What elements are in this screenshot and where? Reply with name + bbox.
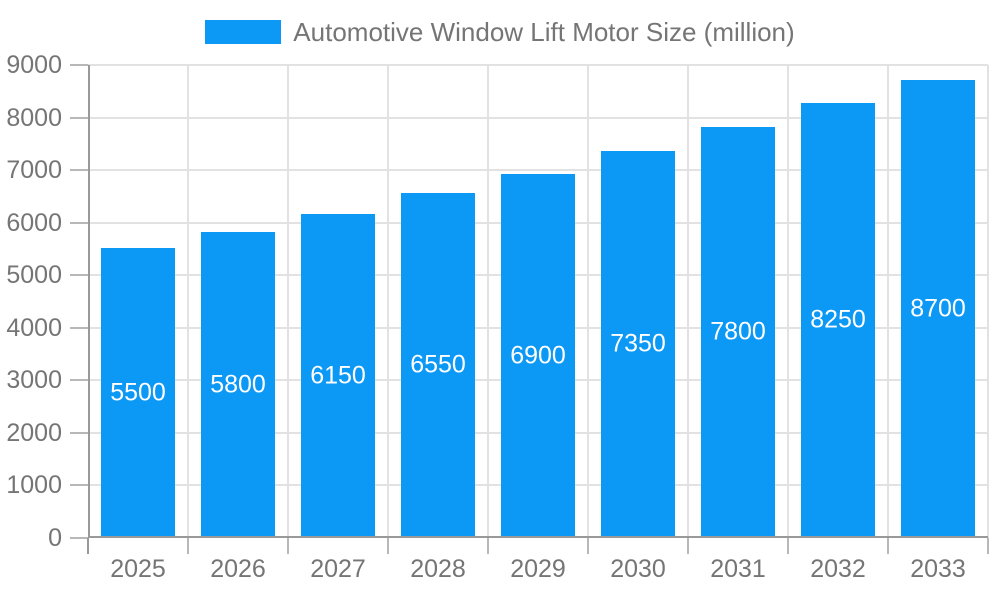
x-grid-line xyxy=(287,65,289,538)
x-tick xyxy=(387,538,389,554)
x-tick-label: 2026 xyxy=(210,555,266,583)
bar: 5500 xyxy=(101,248,175,537)
x-tick xyxy=(187,538,189,554)
bar: 7800 xyxy=(701,127,775,537)
bar-value-label: 8700 xyxy=(910,294,966,322)
y-tick-label: 4000 xyxy=(6,314,62,342)
x-tick-label: 2025 xyxy=(110,555,166,583)
y-tick-label: 0 xyxy=(48,524,62,552)
y-tick-label: 3000 xyxy=(6,366,62,394)
y-tick xyxy=(70,379,88,381)
bar: 6550 xyxy=(401,193,475,537)
x-grid-line xyxy=(887,65,889,538)
bar-value-label: 8250 xyxy=(810,305,866,334)
x-tick xyxy=(987,538,989,554)
x-tick-label: 2033 xyxy=(910,555,966,583)
bar-value-label: 5800 xyxy=(210,370,266,398)
y-tick-label: 5000 xyxy=(6,261,62,289)
y-tick xyxy=(70,64,88,66)
y-tick-label: 8000 xyxy=(6,104,62,132)
x-grid-line xyxy=(687,65,689,538)
y-tick xyxy=(70,117,88,119)
bar: 6150 xyxy=(301,214,375,537)
x-tick-label: 2031 xyxy=(710,555,766,583)
bar-value-label: 6150 xyxy=(310,361,366,389)
legend-swatch xyxy=(205,20,282,44)
y-axis-line xyxy=(88,65,90,538)
x-tick xyxy=(787,538,789,554)
x-tick-label: 2027 xyxy=(310,555,366,583)
y-tick xyxy=(70,537,88,539)
y-tick xyxy=(70,327,88,329)
y-tick-label: 2000 xyxy=(6,419,62,447)
y-tick-label: 7000 xyxy=(6,156,62,184)
x-tick xyxy=(587,538,589,554)
y-tick-label: 1000 xyxy=(6,471,62,499)
x-tick xyxy=(87,538,89,554)
y-tick-label: 9000 xyxy=(6,51,62,79)
x-grid-line xyxy=(987,65,989,538)
y-grid-line xyxy=(88,117,988,119)
bar: 8250 xyxy=(801,103,875,537)
x-tick xyxy=(287,538,289,554)
bar-value-label: 7800 xyxy=(710,317,766,346)
x-grid-line xyxy=(187,65,189,538)
bar: 8700 xyxy=(901,80,975,537)
legend[interactable]: Automotive Window Lift Motor Size (milli… xyxy=(0,14,1000,50)
bar: 5800 xyxy=(201,232,275,537)
y-tick-label: 6000 xyxy=(6,209,62,237)
bar-value-label: 6900 xyxy=(510,341,566,369)
x-tick-label: 2032 xyxy=(810,555,866,583)
plot-area: 0 1000 2000 3000 4000 5000 6000 7000 8000 9000 550… xyxy=(6,51,989,583)
bar: 6900 xyxy=(501,174,575,537)
x-axis-line xyxy=(88,536,988,538)
bar-value-label: 6550 xyxy=(410,350,466,379)
y-tick xyxy=(70,222,88,224)
x-grid-line xyxy=(387,65,389,538)
x-grid-line xyxy=(587,65,589,538)
bar-value-label: 5500 xyxy=(110,378,166,406)
x-tick xyxy=(487,538,489,554)
y-grid-line xyxy=(88,169,988,171)
x-tick xyxy=(887,538,889,554)
y-tick xyxy=(70,432,88,434)
x-grid-line xyxy=(487,65,489,538)
x-tick-label: 2028 xyxy=(410,555,466,583)
x-tick xyxy=(687,538,689,554)
legend-label: Automotive Window Lift Motor Size (milli… xyxy=(293,17,795,47)
y-tick xyxy=(70,274,88,276)
y-tick xyxy=(70,484,88,486)
x-tick-label: 2030 xyxy=(610,555,666,583)
bar: 7350 xyxy=(601,151,675,537)
y-tick xyxy=(70,169,88,171)
x-grid-line xyxy=(787,65,789,538)
bar-value-label: 7350 xyxy=(610,329,666,358)
y-grid-line xyxy=(88,64,988,66)
x-tick-label: 2029 xyxy=(510,555,566,583)
